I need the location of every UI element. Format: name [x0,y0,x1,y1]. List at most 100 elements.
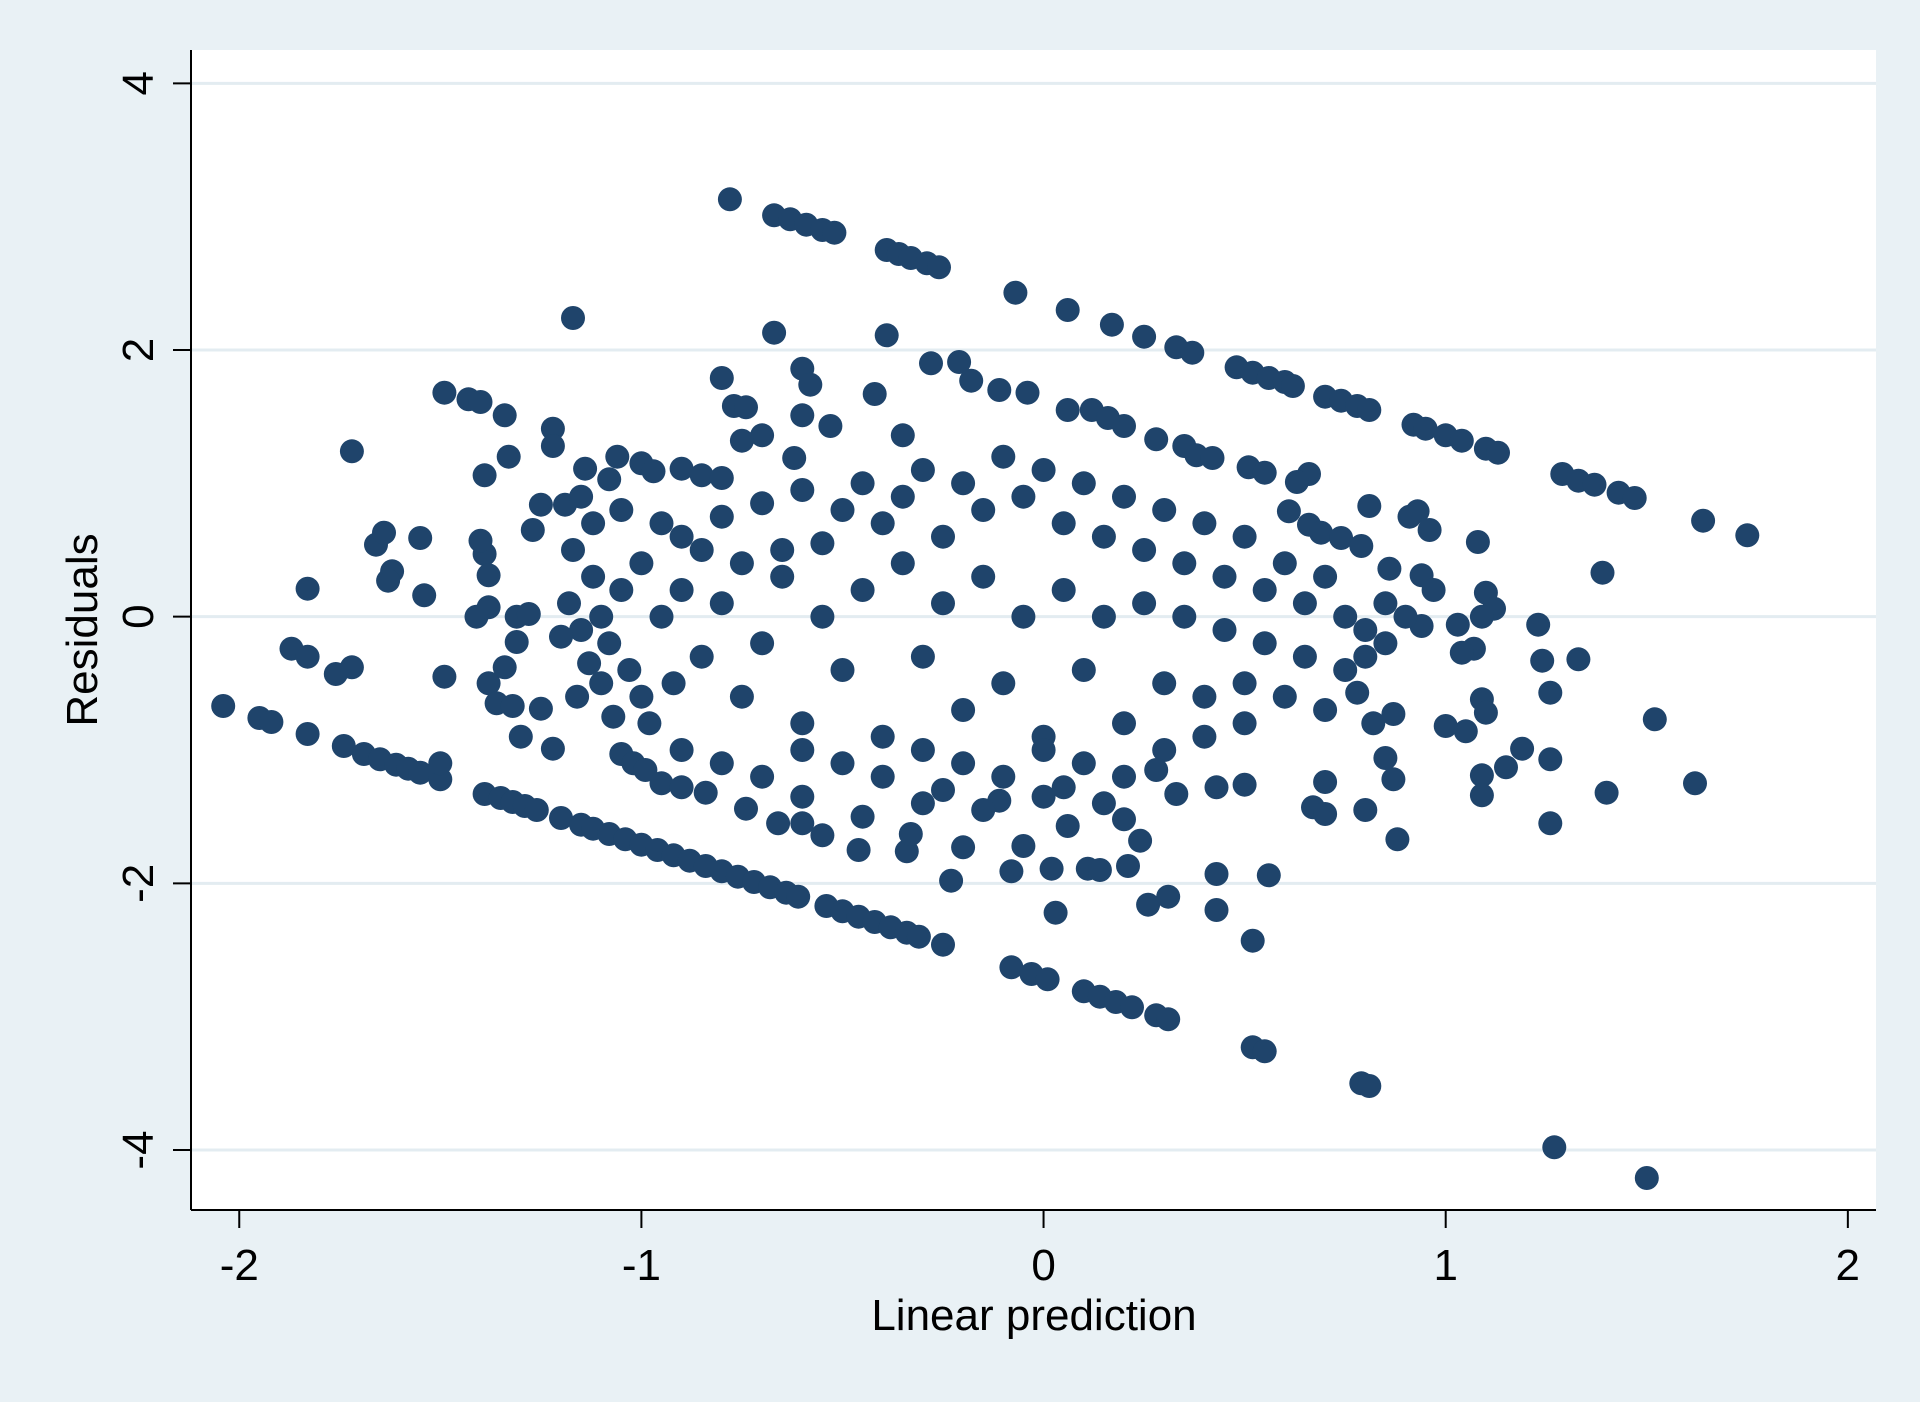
data-point-264 [810,531,835,556]
data-point-68 [339,655,364,680]
data-point-135 [259,710,284,734]
data-point-202 [1240,928,1265,953]
data-point-200 [1204,898,1229,922]
data-point-345 [830,751,855,776]
y-tick-label-0: -4 [114,1130,163,1169]
data-point-305 [729,684,754,709]
data-point-101 [1433,714,1458,738]
data-point-246 [1349,534,1374,558]
data-point-318 [991,671,1016,696]
data-point-329 [1212,618,1237,642]
data-point-189 [939,868,964,893]
data-point-333 [1292,644,1317,669]
data-point-74 [432,664,457,689]
y-axis-title: Residuals [58,533,107,726]
data-point-186 [1357,1074,1382,1098]
data-point-352 [1112,764,1136,789]
data-point-94 [1469,604,1494,629]
x-axis-title: Linear prediction [871,1291,1196,1340]
data-point-109 [1494,755,1518,780]
data-point-97 [1449,640,1474,665]
data-point-95 [1445,612,1470,637]
y-tick-label-2: 0 [114,604,163,628]
data-point-256 [649,511,674,536]
data-point-73 [476,595,501,620]
data-point-260 [729,551,754,576]
data-point-228 [890,423,915,448]
data-point-224 [750,423,775,448]
data-point-198 [1136,892,1161,917]
data-point-86 [540,416,565,441]
data-point-323 [1091,604,1116,629]
data-point-330 [1232,671,1257,696]
data-point-53 [862,382,887,406]
data-point-303 [689,644,714,669]
data-point-292 [609,578,634,602]
data-point-234 [1144,427,1169,452]
x-tick-label-2: 0 [1031,1241,1055,1290]
data-point-340 [1393,604,1418,629]
data-point-45 [339,439,364,464]
data-point-294 [597,631,622,656]
data-point-313 [890,551,915,576]
data-point-346 [870,764,895,789]
data-point-54 [919,351,943,376]
data-point-126 [1357,494,1382,518]
data-point-55 [947,350,972,374]
data-point-328 [1192,684,1217,709]
data-point-338 [1373,591,1398,616]
data-point-39 [561,306,585,330]
data-point-354 [1192,724,1217,749]
data-point-199 [1156,884,1181,909]
data-point-337 [1353,644,1378,669]
data-point-278 [1091,524,1116,549]
data-point-149 [524,798,549,822]
data-point-364 [1051,775,1076,800]
data-point-218 [846,838,871,862]
y-axis: -4 -2 0 2 4 [114,50,192,1210]
data-point-144 [428,751,453,776]
data-point-262 [770,564,795,589]
data-point-220 [898,822,923,846]
data-point-295 [617,658,642,682]
data-point-128 [1397,504,1422,529]
data-point-356 [910,791,935,816]
x-tick-label-0: -2 [220,1241,259,1290]
data-point-301 [649,604,674,629]
data-point-107 [1642,707,1667,732]
data-point-88 [520,518,545,542]
data-point-348 [951,751,976,776]
data-point-34 [1582,472,1607,497]
data-point-25 [1357,398,1382,422]
data-point-111 [1469,763,1494,788]
data-point-203 [1256,863,1281,888]
data-point-302 [669,578,694,602]
data-point-306 [750,631,775,656]
data-point-272 [971,498,996,522]
data-point-133 [211,694,236,718]
data-point-375 [565,684,590,709]
data-point-353 [1152,738,1177,762]
data-point-119 [1313,770,1338,794]
data-point-257 [669,524,694,549]
data-point-197 [1128,828,1153,853]
data-point-269 [910,458,935,482]
data-point-62 [408,526,433,550]
data-point-327 [1172,604,1197,629]
data-point-165 [786,884,811,909]
data-point-129 [1417,518,1442,542]
data-point-150 [549,806,573,830]
data-point-80 [504,630,529,654]
data-point-207 [1232,772,1257,797]
data-point-216 [790,811,815,836]
data-point-213 [693,780,718,805]
data-point-104 [1566,647,1591,672]
data-point-363 [931,778,955,802]
data-point-336 [1353,618,1378,642]
data-point-142 [408,760,433,785]
data-point-172 [906,924,931,949]
data-point-343 [750,764,775,789]
data-point-82 [508,724,533,749]
data-point-205 [1204,775,1229,800]
data-point-42 [432,380,457,405]
